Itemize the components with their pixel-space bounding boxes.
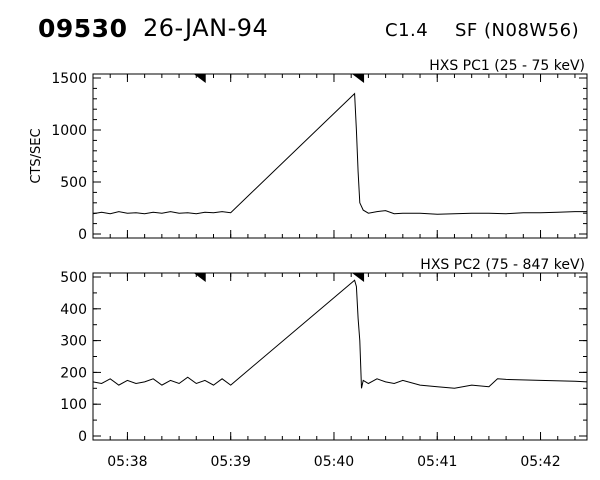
y-tick-label: 300 — [60, 334, 87, 350]
y-tick-label: 500 — [60, 175, 87, 191]
panel-title: HXS PC2 (75 - 847 keV) — [420, 257, 585, 273]
flare-class: C1.4 — [385, 20, 429, 41]
y-tick-label: 0 — [78, 227, 87, 243]
y-axis-label: CTS/SEC — [29, 128, 44, 183]
x-tick-label: 05:38 — [107, 454, 147, 470]
plot-frame — [92, 272, 588, 441]
time-marker — [352, 74, 365, 83]
time-marker — [193, 273, 206, 282]
panel-title: HXS PC1 (25 - 75 keV) — [429, 58, 585, 74]
time-marker — [352, 273, 365, 282]
y-tick-label: 1500 — [51, 71, 87, 87]
flare-location: SF (N08W56) — [455, 20, 580, 41]
y-tick-label: 200 — [60, 365, 87, 381]
time-marker — [193, 74, 206, 83]
y-tick-label: 1000 — [51, 123, 87, 139]
x-tick-label: 05:40 — [314, 454, 354, 470]
series-line — [92, 279, 588, 389]
event-date: 26-JAN-94 — [143, 14, 269, 42]
y-tick-label: 100 — [60, 397, 87, 413]
plot-frame — [92, 73, 588, 239]
y-tick-label: 500 — [60, 270, 87, 286]
x-tick-label: 05:42 — [520, 454, 560, 470]
y-tick-label: 0 — [78, 429, 87, 445]
x-tick-label: 05:39 — [211, 454, 251, 470]
event-number: 09530 — [38, 14, 128, 43]
y-tick-label: 400 — [60, 302, 87, 318]
x-tick-label: 05:41 — [417, 454, 457, 470]
series-line — [92, 92, 587, 215]
